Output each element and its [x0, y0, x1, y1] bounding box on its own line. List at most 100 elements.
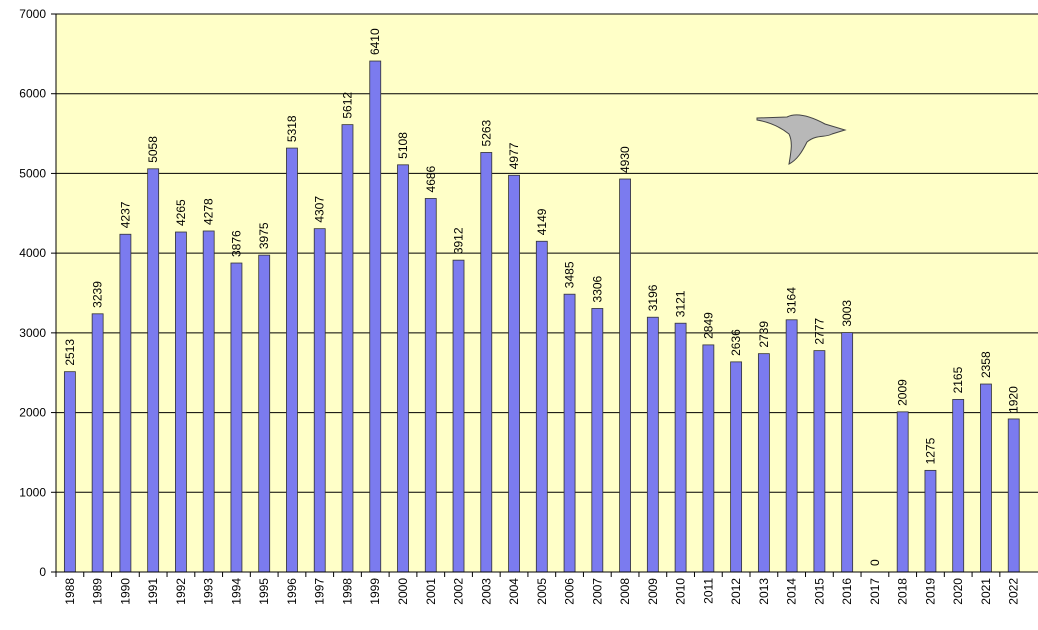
- bar: [619, 178, 631, 573]
- bar: [63, 371, 76, 573]
- x-tick-label: 2002: [452, 578, 466, 605]
- data-label: 4307: [313, 196, 327, 223]
- data-label: 2165: [951, 366, 965, 393]
- y-tick-label: 1000: [19, 485, 46, 499]
- y-tick-label: 7000: [19, 7, 46, 21]
- data-label: 3975: [257, 222, 271, 249]
- x-tick-label: 1997: [313, 578, 327, 605]
- data-label: 5612: [340, 92, 354, 119]
- bar: [286, 147, 298, 573]
- bar: [480, 152, 493, 573]
- data-label: 5263: [479, 119, 493, 146]
- x-tick-label: 1993: [202, 578, 216, 605]
- data-label: 3912: [452, 227, 466, 254]
- x-tick-label: 2017: [868, 578, 882, 605]
- x-tick-label: 2019: [923, 578, 937, 605]
- bar: [980, 383, 992, 573]
- x-tick-label: 2005: [535, 578, 549, 605]
- bar: [952, 399, 965, 573]
- data-label: 2358: [979, 351, 993, 378]
- bar: [646, 316, 659, 573]
- x-tick-label: 1996: [285, 578, 299, 605]
- x-tick-label: 1992: [174, 578, 188, 605]
- x-tick-label: 1989: [91, 578, 105, 605]
- x-tick-label: 2016: [840, 578, 854, 605]
- x-tick-label: 2003: [479, 578, 493, 605]
- bar: [924, 469, 937, 573]
- data-label: 3485: [563, 261, 577, 288]
- data-label: 2636: [729, 329, 743, 356]
- bar: [730, 361, 743, 573]
- bar: [757, 353, 770, 573]
- bar: [147, 168, 160, 573]
- data-label: 4930: [618, 146, 632, 173]
- y-tick-label: 6000: [19, 87, 46, 101]
- data-label: 2513: [63, 339, 77, 366]
- x-tick-label: 2006: [563, 578, 577, 605]
- y-tick-label: 2000: [19, 406, 46, 420]
- data-label: 0: [868, 559, 882, 566]
- bar: [591, 308, 604, 573]
- data-label: 3306: [590, 275, 604, 302]
- bar: [341, 124, 354, 573]
- bar: [452, 259, 465, 573]
- data-label: 4686: [424, 165, 438, 192]
- y-tick-label: 0: [39, 565, 46, 579]
- bar: [896, 411, 909, 573]
- data-label: 4265: [174, 199, 188, 226]
- data-label: 3196: [646, 284, 660, 311]
- x-tick-label: 2020: [951, 578, 965, 605]
- x-tick-label: 2022: [1007, 578, 1021, 605]
- x-tick-label: 1995: [257, 578, 271, 605]
- data-label: 3121: [674, 290, 688, 317]
- data-label: 2009: [896, 379, 910, 406]
- x-tick-label: 1998: [340, 578, 354, 605]
- bar: [91, 313, 104, 573]
- data-label: 1920: [1007, 386, 1021, 413]
- bird-icon: [756, 114, 847, 165]
- x-tick-label: 2001: [424, 578, 438, 605]
- bar: [702, 344, 715, 573]
- x-tick-label: 1991: [146, 578, 160, 605]
- data-label: 3876: [229, 230, 243, 257]
- data-label: 2849: [701, 312, 715, 339]
- x-tick-label: 2004: [507, 578, 521, 605]
- bar: [563, 293, 576, 573]
- data-label: 5108: [396, 132, 410, 159]
- x-tick-label: 2021: [979, 578, 993, 605]
- bar: [175, 231, 187, 573]
- x-tick-label: 1988: [63, 578, 77, 605]
- data-label: 4278: [202, 198, 216, 225]
- x-tick-label: 2014: [785, 578, 799, 605]
- data-label: 3164: [785, 287, 799, 314]
- bar: [508, 174, 520, 573]
- data-label: 5318: [285, 115, 299, 142]
- x-tick-label: 2007: [590, 578, 604, 605]
- x-tick-label: 1999: [368, 578, 382, 605]
- bar: [230, 262, 243, 573]
- x-tick-label: 1994: [229, 578, 243, 605]
- data-label: 6410: [368, 28, 382, 55]
- data-label: 4149: [535, 208, 549, 235]
- bar: [119, 233, 132, 573]
- data-label: 3003: [840, 300, 854, 327]
- bar: [397, 164, 409, 573]
- bar: [258, 254, 271, 573]
- x-tick-label: 1990: [118, 578, 132, 605]
- data-label: 1275: [923, 437, 937, 464]
- bar: [313, 228, 326, 573]
- data-label: 4237: [118, 201, 132, 228]
- data-label: 3239: [91, 281, 105, 308]
- data-label: 5058: [146, 136, 160, 163]
- bar: [841, 332, 854, 573]
- bar: [813, 350, 826, 573]
- bar: [785, 319, 798, 573]
- y-tick-label: 3000: [19, 326, 46, 340]
- y-tick-label: 4000: [19, 246, 46, 260]
- x-tick-label: 2018: [896, 578, 910, 605]
- x-tick-label: 2011: [701, 578, 715, 604]
- bar: [369, 60, 382, 573]
- data-label: 4977: [507, 142, 521, 169]
